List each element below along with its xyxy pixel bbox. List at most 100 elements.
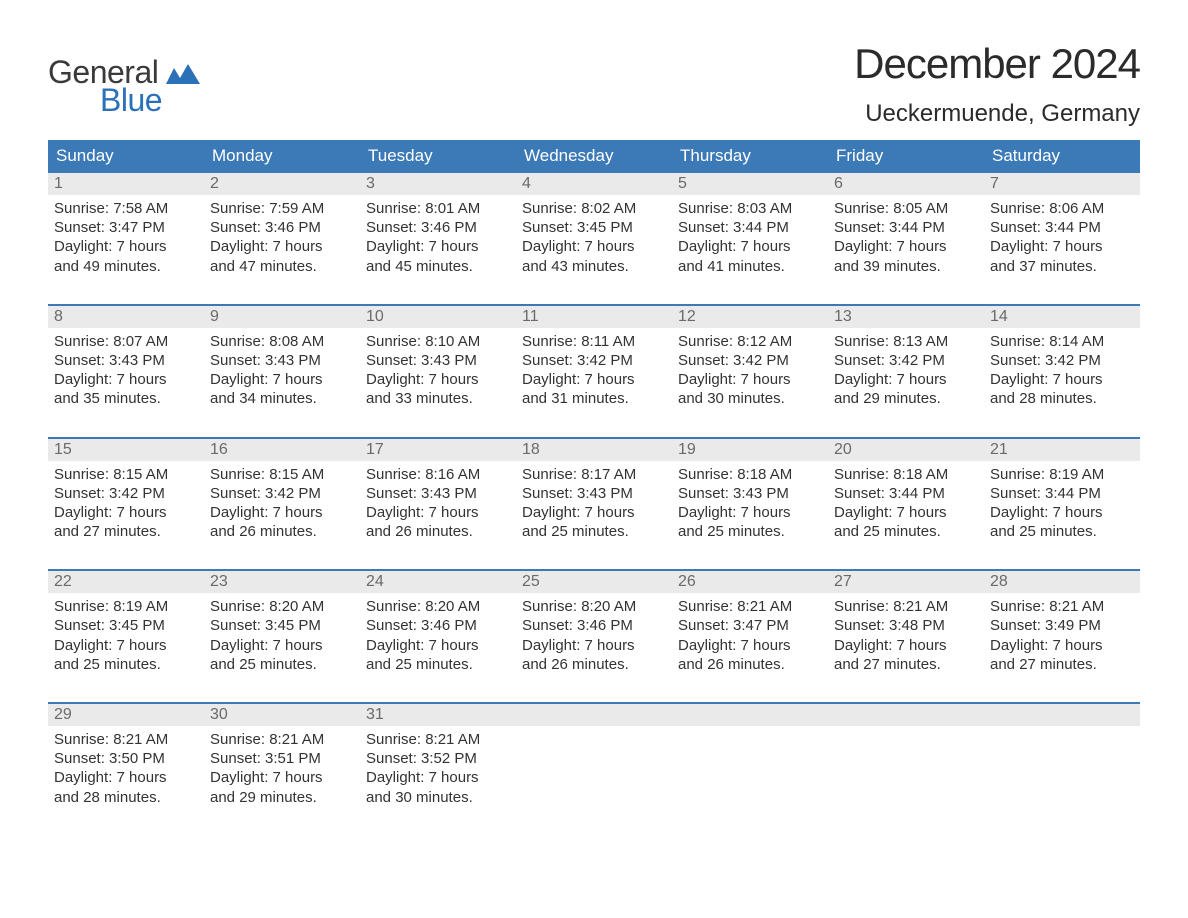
sunrise-text: Sunrise: 8:21 AM [990,597,1134,616]
sunset-text: Sunset: 3:43 PM [522,484,666,503]
daylight-text: Daylight: 7 hours [522,237,666,256]
sunrise-text: Sunrise: 8:21 AM [678,597,822,616]
daylight-text: and 30 minutes. [366,788,510,807]
daylight-text: Daylight: 7 hours [366,503,510,522]
day-number: 11 [516,306,672,328]
daylight-text: and 25 minutes. [678,522,822,541]
sunrise-text: Sunrise: 8:20 AM [210,597,354,616]
week-row: 1234567Sunrise: 7:58 AMSunset: 3:47 PMDa… [48,173,1140,278]
day-number: 20 [828,439,984,461]
daylight-text: Daylight: 7 hours [834,503,978,522]
day-number: 8 [48,306,204,328]
sunrise-text: Sunrise: 8:05 AM [834,199,978,218]
day-number: 6 [828,173,984,195]
sunrise-text: Sunrise: 8:15 AM [54,465,198,484]
day-number: 5 [672,173,828,195]
sunset-text: Sunset: 3:44 PM [990,484,1134,503]
daylight-text: and 35 minutes. [54,389,198,408]
daylight-text: Daylight: 7 hours [210,503,354,522]
daylight-text: and 26 minutes. [678,655,822,674]
day-number: 15 [48,439,204,461]
daylight-text: Daylight: 7 hours [366,768,510,787]
daylight-text: and 37 minutes. [990,257,1134,276]
day-number: 31 [360,704,516,726]
week-row: 22232425262728Sunrise: 8:19 AMSunset: 3:… [48,569,1140,676]
sunset-text: Sunset: 3:43 PM [210,351,354,370]
daylight-text: and 34 minutes. [210,389,354,408]
daylight-text: Daylight: 7 hours [210,237,354,256]
day-number: 22 [48,571,204,593]
daylight-text: Daylight: 7 hours [834,636,978,655]
day-number: 24 [360,571,516,593]
location: Ueckermuende, Germany [854,100,1140,128]
daylight-text: and 25 minutes. [366,655,510,674]
day-number: 30 [204,704,360,726]
day-number: 26 [672,571,828,593]
day-header: Tuesday [360,140,516,173]
daylight-text: Daylight: 7 hours [678,636,822,655]
day-number: 7 [984,173,1140,195]
daylight-text: and 33 minutes. [366,389,510,408]
sunset-text: Sunset: 3:44 PM [834,218,978,237]
sunset-text: Sunset: 3:44 PM [834,484,978,503]
sunset-text: Sunset: 3:50 PM [54,749,198,768]
sunrise-text: Sunrise: 8:21 AM [210,730,354,749]
day-header: Saturday [984,140,1140,173]
day-header: Monday [204,140,360,173]
daylight-text: Daylight: 7 hours [678,370,822,389]
daylight-text: Daylight: 7 hours [834,237,978,256]
day-header-row: Sunday Monday Tuesday Wednesday Thursday… [48,140,1140,173]
daylight-text: and 27 minutes. [834,655,978,674]
sunset-text: Sunset: 3:43 PM [54,351,198,370]
logo: General Blue [48,40,200,116]
daylight-text: and 39 minutes. [834,257,978,276]
day-number: 25 [516,571,672,593]
daylight-text: and 29 minutes. [834,389,978,408]
day-header: Wednesday [516,140,672,173]
day-number: 28 [984,571,1140,593]
sunset-text: Sunset: 3:46 PM [366,218,510,237]
sunset-text: Sunset: 3:43 PM [678,484,822,503]
sunrise-text: Sunrise: 8:18 AM [834,465,978,484]
daylight-text: and 25 minutes. [522,522,666,541]
sunset-text: Sunset: 3:43 PM [366,351,510,370]
day-number: 23 [204,571,360,593]
day-number: 10 [360,306,516,328]
sunrise-text: Sunrise: 8:20 AM [366,597,510,616]
day-number: 13 [828,306,984,328]
daylight-text: Daylight: 7 hours [522,503,666,522]
sunrise-text: Sunrise: 8:20 AM [522,597,666,616]
daylight-text: and 25 minutes. [54,655,198,674]
day-number: 27 [828,571,984,593]
sunset-text: Sunset: 3:45 PM [522,218,666,237]
daylight-text: Daylight: 7 hours [366,370,510,389]
daylight-text: Daylight: 7 hours [54,636,198,655]
sunrise-text: Sunrise: 8:19 AM [54,597,198,616]
daylight-text: and 26 minutes. [210,522,354,541]
daylight-text: Daylight: 7 hours [210,370,354,389]
sunset-text: Sunset: 3:46 PM [210,218,354,237]
daylight-text: and 27 minutes. [990,655,1134,674]
day-number: 16 [204,439,360,461]
sunrise-text: Sunrise: 8:21 AM [834,597,978,616]
day-header: Friday [828,140,984,173]
daylight-text: Daylight: 7 hours [210,636,354,655]
sunrise-text: Sunrise: 8:12 AM [678,332,822,351]
daylight-text: and 47 minutes. [210,257,354,276]
daylight-text: and 45 minutes. [366,257,510,276]
daylight-text: Daylight: 7 hours [210,768,354,787]
daylight-text: and 29 minutes. [210,788,354,807]
daylight-text: Daylight: 7 hours [834,370,978,389]
sunrise-text: Sunrise: 8:06 AM [990,199,1134,218]
week-row: 891011121314Sunrise: 8:07 AMSunset: 3:43… [48,304,1140,411]
daylight-text: Daylight: 7 hours [990,503,1134,522]
sunrise-text: Sunrise: 7:58 AM [54,199,198,218]
title-block: December 2024 Ueckermuende, Germany [854,40,1140,128]
day-number: 12 [672,306,828,328]
day-number: 4 [516,173,672,195]
sunrise-text: Sunrise: 8:01 AM [366,199,510,218]
sunrise-text: Sunrise: 8:13 AM [834,332,978,351]
sunset-text: Sunset: 3:42 PM [990,351,1134,370]
logo-line2: Blue [48,84,162,116]
day-number: 19 [672,439,828,461]
